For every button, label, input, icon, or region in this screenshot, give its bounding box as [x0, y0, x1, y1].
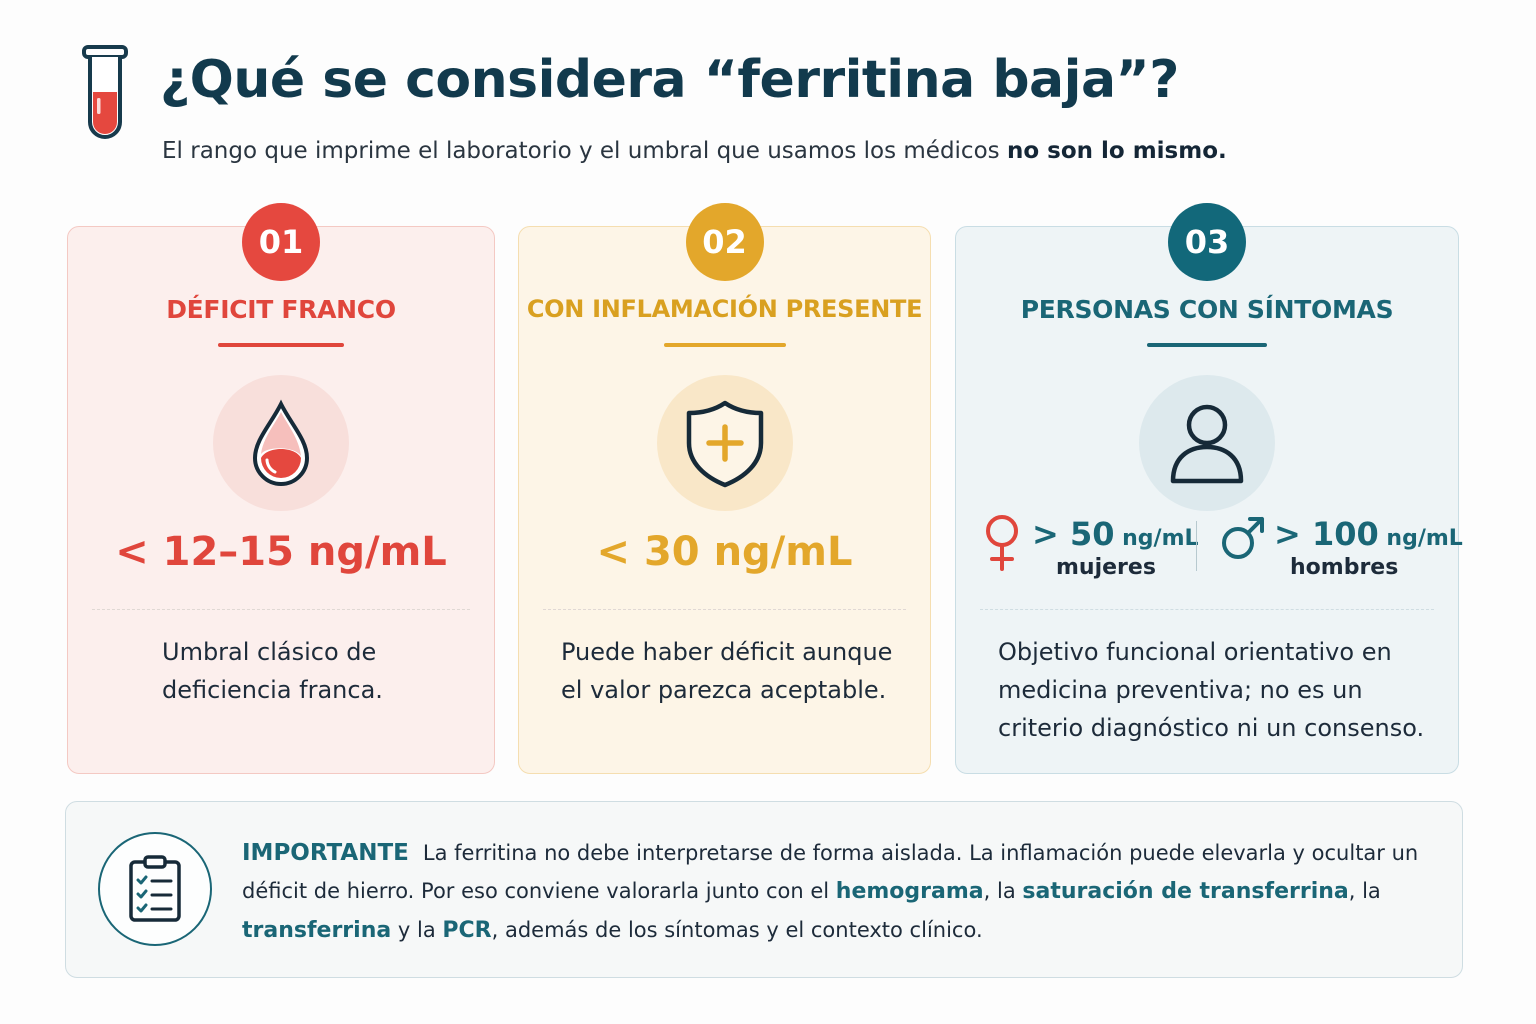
- card-title-underline: [218, 343, 344, 347]
- card-description: Puede haber déficit aunque el valor pare…: [561, 638, 893, 704]
- person-icon: [1139, 375, 1275, 511]
- term-pcr: PCR: [442, 918, 492, 943]
- card-description: Umbral clásico de deficiencia franca.: [162, 638, 383, 704]
- men-value: > 100: [1274, 515, 1379, 553]
- card-inflamacion: 02 CON INFLAMACIÓN PRESENTE < 30 ng/mL P…: [518, 203, 931, 774]
- subtitle-emphasis: no son lo mismo.: [1006, 138, 1227, 164]
- divider: [980, 609, 1434, 610]
- women-unit: ng/mL: [1114, 526, 1199, 551]
- page-subtitle: El rango que imprime el laboratorio y el…: [162, 138, 1227, 164]
- card-description: Objetivo funcional orientativo en medici…: [998, 638, 1425, 742]
- term-transferrina: transferrina: [242, 918, 392, 943]
- important-label: IMPORTANTE: [242, 840, 409, 866]
- separator: [1196, 521, 1197, 571]
- women-label: mujeres: [1056, 555, 1156, 580]
- threshold-value: < 30 ng/mL: [596, 529, 853, 575]
- term-hemograma: hemograma: [835, 879, 984, 904]
- card-title-underline: [1147, 343, 1267, 347]
- term-saturacion: saturación de transferrina: [1022, 879, 1349, 904]
- men-label: hombres: [1290, 555, 1399, 580]
- card-number: 01: [242, 203, 320, 281]
- subtitle-text: El rango que imprime el laboratorio y el…: [162, 138, 1007, 164]
- men-unit: ng/mL: [1378, 526, 1463, 551]
- important-note: IMPORTANTE La ferritina no debe interpret…: [65, 801, 1463, 978]
- important-text: IMPORTANTE La ferritina no debe interpret…: [242, 840, 1419, 943]
- divider: [92, 609, 470, 610]
- card-title: DÉFICIT FRANCO: [166, 295, 396, 324]
- card-personas-sintomas: 03 PERSONAS CON SÍNTOMAS > 50 ng/mL muje…: [955, 203, 1463, 774]
- page-title: ¿Qué se considera “ferritina baja”?: [160, 50, 1179, 110]
- divider: [543, 609, 906, 610]
- card-number: 03: [1168, 203, 1246, 281]
- test-tube-icon: [82, 45, 128, 139]
- male-symbol-icon: [1222, 517, 1264, 559]
- card-title: CON INFLAMACIÓN PRESENTE: [526, 295, 923, 323]
- shield-plus-icon: [656, 375, 793, 511]
- women-value: > 50: [1032, 515, 1115, 553]
- threshold-value: < 12–15 ng/mL: [115, 529, 447, 575]
- female-symbol-icon: [986, 515, 1018, 571]
- card-number: 02: [685, 203, 764, 281]
- clipboard-checklist-icon: [98, 832, 212, 946]
- card-deficit-franco: 01 DÉFICIT FRANCO < 12–15 ng/mL Umbral c…: [67, 203, 495, 774]
- blood-drop-icon: [213, 375, 349, 511]
- thresholds-by-sex: > 50 ng/mL mujeres > 100 ng/mL hombres: [956, 515, 1463, 595]
- card-title-underline: [663, 343, 786, 347]
- card-title: PERSONAS CON SÍNTOMAS: [1020, 295, 1394, 324]
